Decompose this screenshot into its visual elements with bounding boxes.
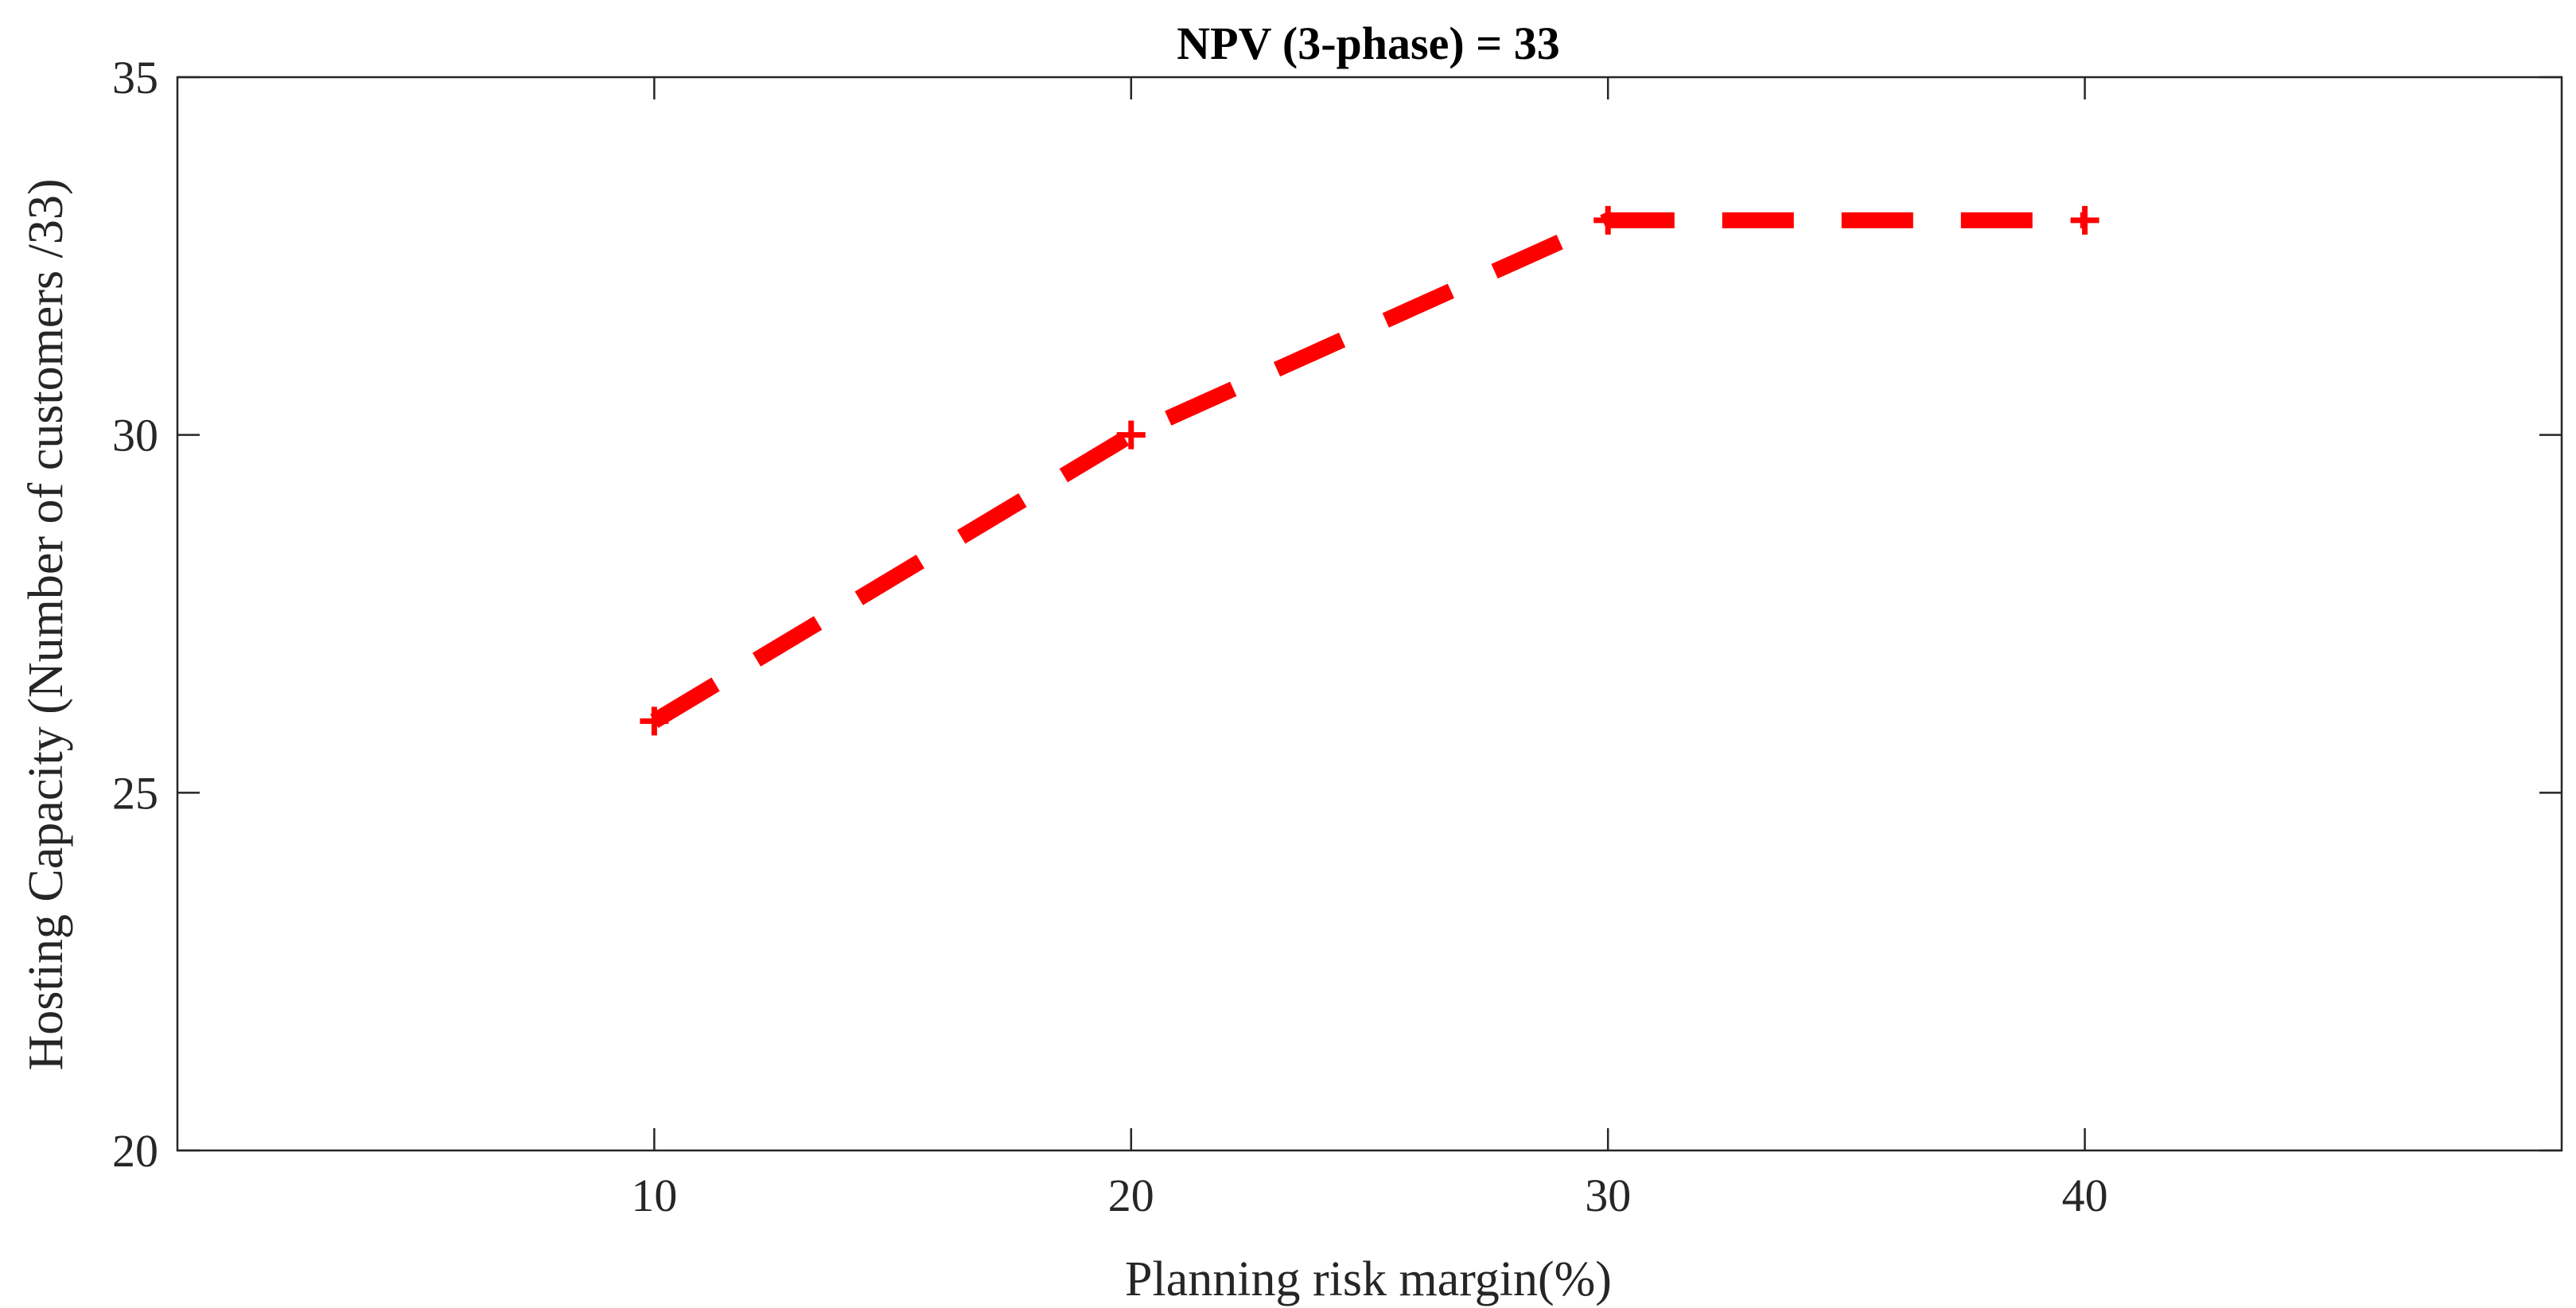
y-tick-label: 25 [112, 767, 158, 819]
axes: 10 20 30 40 20 25 30 35 [112, 52, 2563, 1221]
x-tick-label: 20 [1108, 1170, 1154, 1221]
y-tick-label: 30 [112, 410, 158, 461]
data-point-marker [1116, 420, 1146, 450]
data-point-marker [2070, 205, 2099, 235]
data-point-marker [1593, 205, 1623, 235]
x-axis-title: Planning risk margin(%) [1125, 1252, 1612, 1306]
chart-title: NPV (3-phase) = 33 [1177, 18, 1559, 69]
x-tick-label: 30 [1585, 1170, 1631, 1221]
y-tick-label: 35 [112, 52, 158, 103]
series-line [650, 212, 2085, 728]
plot-frame [176, 76, 2563, 1152]
y-axis-title: Hosting Capacity (Number of customers /3… [19, 179, 73, 1071]
data-point-marker [640, 707, 669, 736]
series-layer [640, 205, 2099, 736]
y-tick-label: 20 [112, 1125, 158, 1177]
x-tick-label: 40 [2062, 1170, 2108, 1221]
x-tick-label: 10 [631, 1170, 677, 1221]
